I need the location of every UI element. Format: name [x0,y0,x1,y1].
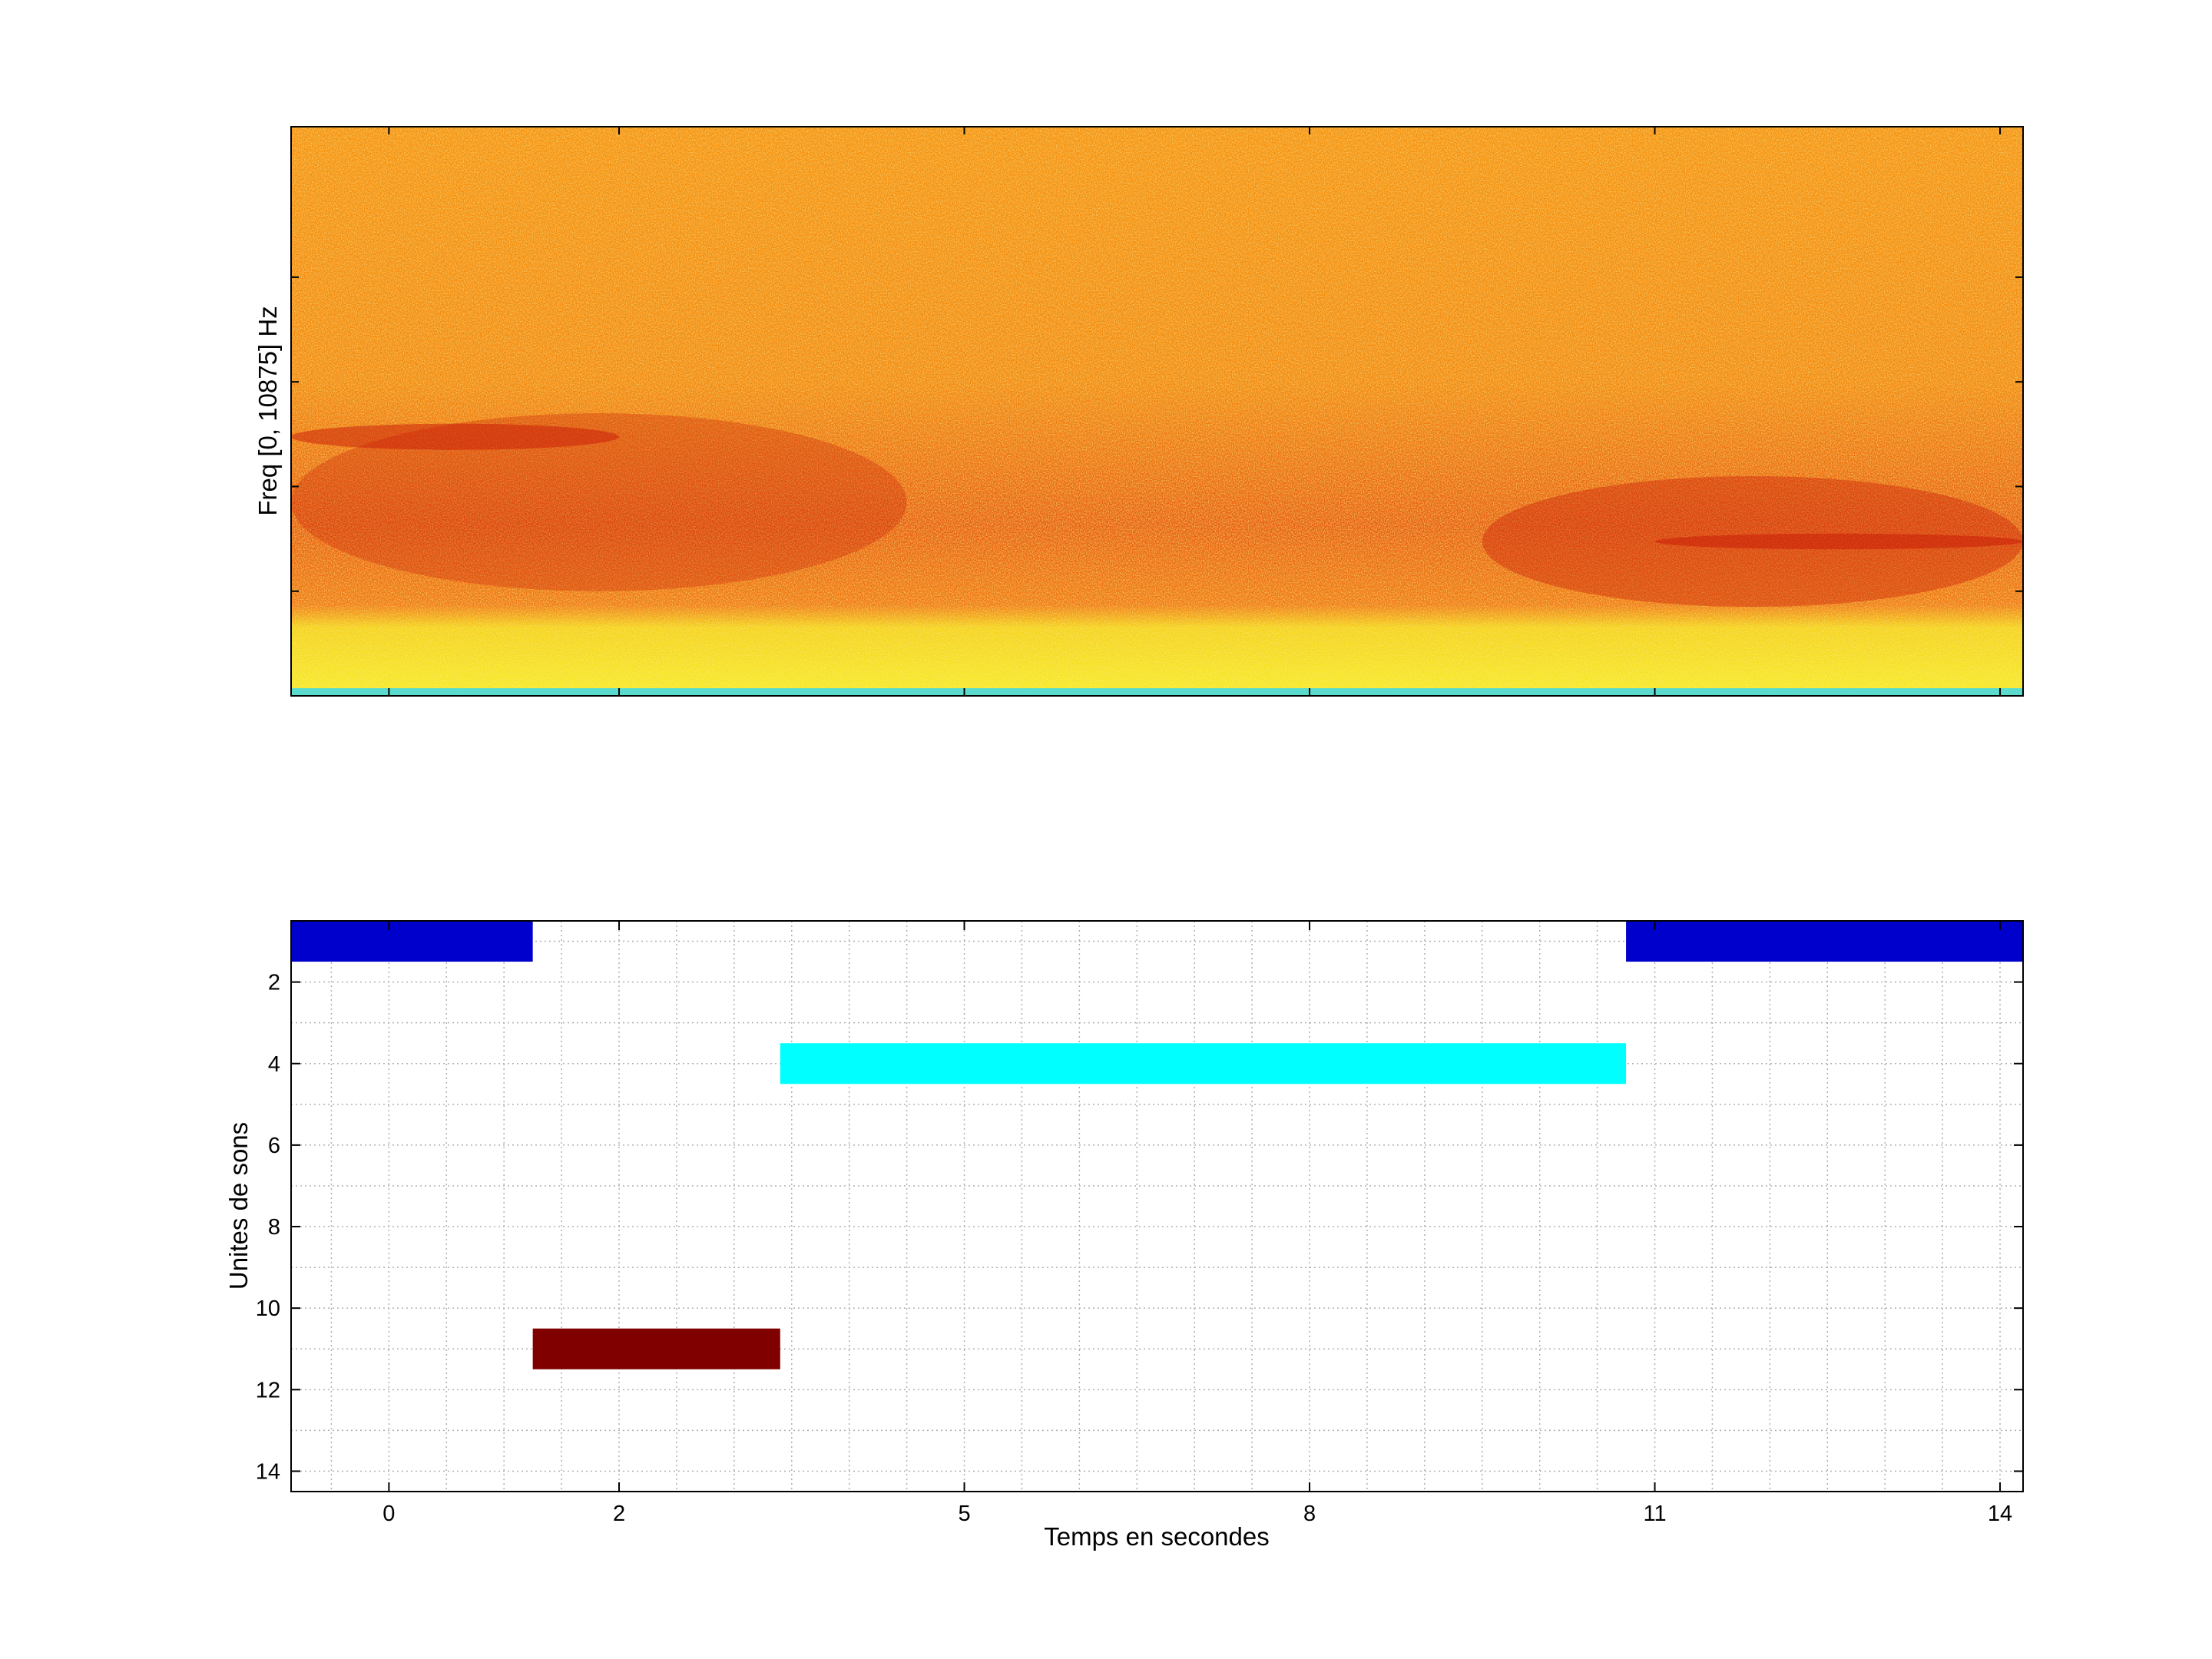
unit-bar [291,921,533,962]
units-grid [291,921,2023,1492]
spectrogram-band [291,413,907,591]
units-y-axis-label: Unites de sons [224,1122,253,1290]
unit-bar [780,1043,1627,1084]
sound-units-panel: 0 2 5 8 11 14 2 4 6 8 10 12 14 Temps en secondes Uni… [224,920,2024,1551]
unit-bar [532,1328,780,1369]
units-y-tick-label: 14 [256,1459,280,1484]
units-ticks: 0 2 5 8 11 14 2 4 6 8 10 12 14 [256,921,2023,1526]
units-y-tick-label: 2 [268,971,280,995]
units-x-tick-label: 2 [613,1502,625,1526]
units-x-tick-label: 8 [1303,1502,1316,1526]
units-y-tick-label: 12 [256,1378,280,1402]
spectrogram-band [291,423,620,450]
units-x-tick-label: 0 [382,1502,395,1526]
spectrogram-ticks [291,127,2023,696]
units-frame [290,920,2024,1492]
spectrogram-baseline [291,688,2023,696]
spectrogram-frame [290,126,2024,697]
units-bars [291,921,2023,1369]
spectrogram-background [291,127,2023,696]
units-y-tick-label: 4 [268,1052,280,1077]
spectrogram-bands [291,413,2023,608]
units-plot-background [291,921,2023,1492]
unit-bar [1626,921,2023,962]
units-y-tick-label: 10 [256,1296,280,1321]
spectrogram-y-axis-label: Freq [0, 10875] Hz [253,306,282,515]
units-x-axis-label: Temps en secondes [1044,1522,1270,1551]
units-y-tick-label: 8 [268,1215,280,1240]
units-y-tick-label: 6 [268,1134,280,1158]
units-x-tick-label: 11 [1643,1502,1666,1526]
units-x-tick-label: 5 [958,1502,970,1526]
spectrogram-panel: Freq [0, 10875] Hz [253,126,2024,697]
units-x-tick-label: 14 [1988,1502,2012,1526]
spectrogram-band [1654,533,2023,550]
